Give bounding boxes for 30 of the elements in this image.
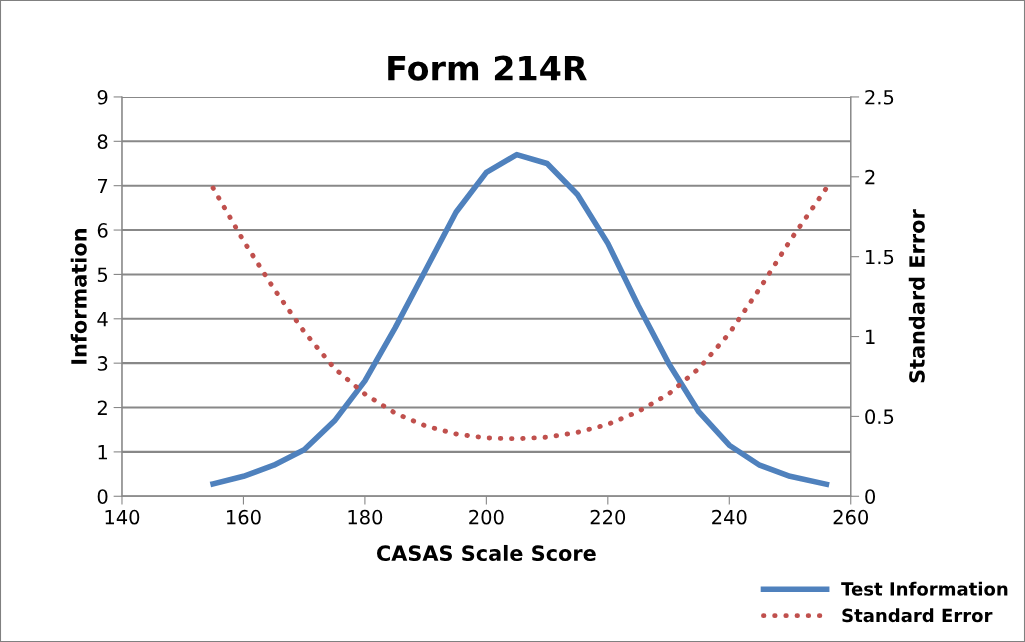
y2-axis-title: Standard Error — [908, 209, 925, 383]
y2-tick-label: 2 — [865, 169, 875, 185]
legend-label: Test Information — [841, 581, 1008, 596]
y-tick-label: 3 — [97, 356, 108, 371]
y-tick-label: 1 — [98, 445, 107, 460]
y2-tick-label: 0.5 — [865, 409, 894, 425]
x-tick-label: 160 — [227, 509, 261, 525]
y-tick-label: 0 — [97, 489, 108, 504]
y2-tick-label: 1.5 — [866, 249, 894, 265]
x-axis-title: CASAS Scale Score — [377, 544, 596, 562]
x-tick-label: 200 — [469, 509, 504, 525]
x-tick-label: 220 — [590, 509, 626, 525]
y2-tick-label: 2.5 — [865, 89, 894, 105]
line-series — [210, 185, 829, 442]
y2-tick-label: 1 — [866, 329, 875, 344]
y-tick-label: 4 — [97, 312, 108, 327]
y-tick-label: 8 — [97, 134, 108, 149]
x-tick-label: 240 — [712, 509, 747, 525]
legend-label: Standard Error — [842, 608, 993, 623]
x-tick-label: 140 — [105, 509, 140, 525]
y-tick-label: 7 — [98, 178, 108, 194]
y-tick-label: 9 — [97, 89, 108, 105]
y2-tick-label: 0 — [865, 489, 876, 504]
y-tick-label: 2 — [97, 400, 107, 415]
y-tick-label: 6 — [97, 223, 108, 238]
x-tick-label: 260 — [833, 509, 869, 525]
y-axis-title: Information — [70, 229, 87, 364]
x-tick-label: 180 — [348, 509, 383, 525]
y-tick-label: 5 — [97, 267, 108, 283]
chart-title: Form 214R — [388, 55, 587, 81]
